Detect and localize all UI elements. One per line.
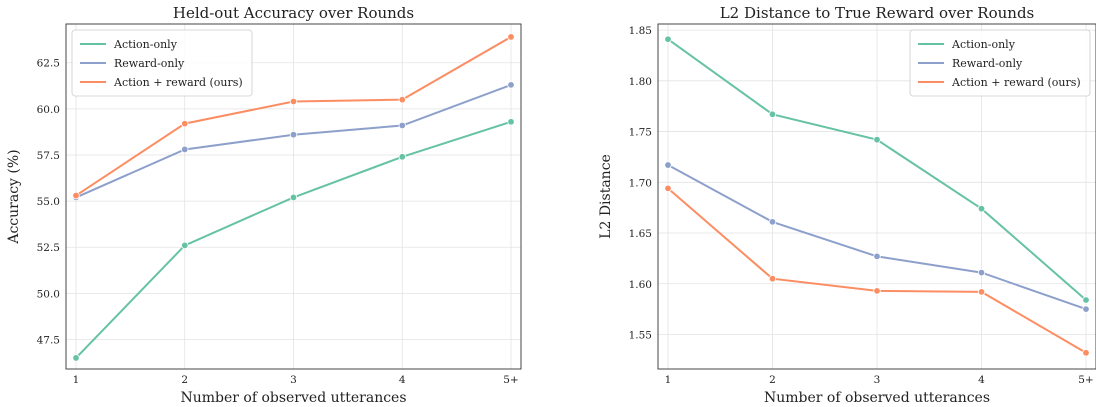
data-point [1082, 305, 1090, 313]
x-tick-label: 2 [181, 374, 188, 386]
y-tick-label: 1.65 [629, 228, 652, 240]
chart-title: L2 Distance to True Reward over Rounds [720, 4, 1035, 22]
data-point [289, 193, 298, 202]
y-tick-label: 50.0 [37, 288, 60, 300]
data-point [507, 81, 515, 89]
legend-box [71, 29, 253, 97]
data-point [181, 145, 189, 154]
data-point [1082, 296, 1090, 304]
data-point [873, 252, 881, 261]
x-tick-label: 3 [874, 374, 881, 386]
y-axis-label: L2 Distance [598, 154, 614, 239]
data-point [664, 161, 672, 169]
data-point [873, 135, 881, 144]
y-tick-label: 62.5 [37, 58, 60, 70]
data-point [768, 218, 777, 226]
data-point [507, 33, 515, 41]
x-axis-label: Number of observed utterances [180, 390, 406, 406]
y-tick-label: 1.80 [629, 76, 652, 88]
data-point [289, 130, 298, 139]
data-point [977, 288, 986, 296]
x-tick-label: 3 [290, 374, 297, 386]
data-point [768, 274, 777, 283]
y-tick-label: 1.55 [629, 330, 652, 342]
legend: Action-only Reward-only Action + reward (o… [71, 29, 253, 97]
legend-label: Reward-only [952, 57, 1023, 70]
x-tick-label: 4 [978, 374, 985, 386]
y-tick-label: 60.0 [37, 104, 60, 116]
data-point [977, 268, 986, 277]
x-tick-label: 1 [73, 374, 80, 386]
y-tick-label: 1.60 [629, 279, 652, 291]
legend: Action-only Reward-only Action + reward (o… [909, 29, 1091, 97]
data-point [664, 35, 672, 43]
legend-box [909, 29, 1091, 97]
y-axis-label: Accuracy (%) [6, 149, 22, 244]
legend-label: Action + reward (ours) [951, 76, 1081, 89]
data-point [181, 241, 189, 250]
y-tick-label: 55.0 [37, 196, 60, 208]
data-point [507, 118, 515, 126]
data-point [398, 153, 406, 161]
data-point [398, 95, 406, 104]
data-point [72, 354, 80, 362]
legend-label: Action-only [113, 38, 178, 51]
data-point [768, 110, 777, 119]
data-point [873, 287, 881, 295]
data-point [181, 119, 189, 128]
y-tick-label: 1.75 [629, 127, 652, 139]
x-tick-label: 2 [769, 374, 776, 386]
y-tick-label: 47.5 [37, 334, 60, 346]
accuracy-chart: 1 2 3 4 5+ 47.5 50.0 52.5 55.0 57.5 60.0 62.5 Held-o… [6, 4, 522, 406]
x-tick-label: 5+ [503, 374, 518, 386]
data-point [664, 184, 672, 193]
y-tick-label: 57.5 [37, 150, 60, 162]
plot-frame [657, 23, 1096, 370]
data-point [398, 121, 406, 130]
y-tick-label: 1.70 [629, 177, 652, 189]
y-tick-label: 52.5 [37, 242, 60, 254]
legend-label: Reward-only [114, 57, 185, 70]
x-axis-label: Number of observed utterances [764, 390, 990, 406]
data-point [289, 97, 298, 106]
l2-distance-chart: 1 2 3 4 5+ 1.55 1.60 1.65 1.70 1.75 1.80 1.85 L2 Dis… [598, 4, 1096, 406]
y-tick-label: 1.85 [629, 25, 652, 37]
x-tick-label: 1 [665, 374, 672, 386]
chart-title: Held-out Accuracy over Rounds [173, 4, 414, 22]
legend-label: Action-only [951, 38, 1016, 51]
plot-frame [65, 23, 522, 370]
x-tick-label: 4 [399, 374, 406, 386]
data-point [72, 191, 80, 200]
x-tick-label: 5+ [1078, 374, 1093, 386]
data-point [1082, 349, 1090, 357]
legend-label: Action + reward (ours) [113, 76, 243, 89]
data-point [977, 204, 986, 213]
